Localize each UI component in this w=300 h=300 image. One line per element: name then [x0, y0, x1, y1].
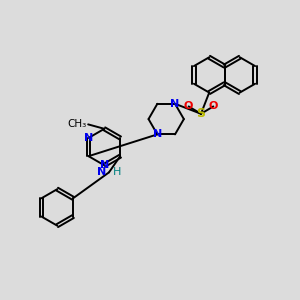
Text: H: H: [112, 167, 121, 177]
Text: O: O: [184, 101, 193, 111]
Text: CH₃: CH₃: [68, 119, 87, 129]
Text: S: S: [196, 107, 206, 120]
Text: N: N: [84, 133, 93, 143]
Text: O: O: [208, 101, 218, 111]
Text: N: N: [98, 167, 106, 177]
Text: N: N: [170, 99, 180, 109]
Text: N: N: [100, 160, 109, 170]
Text: N: N: [153, 129, 162, 140]
